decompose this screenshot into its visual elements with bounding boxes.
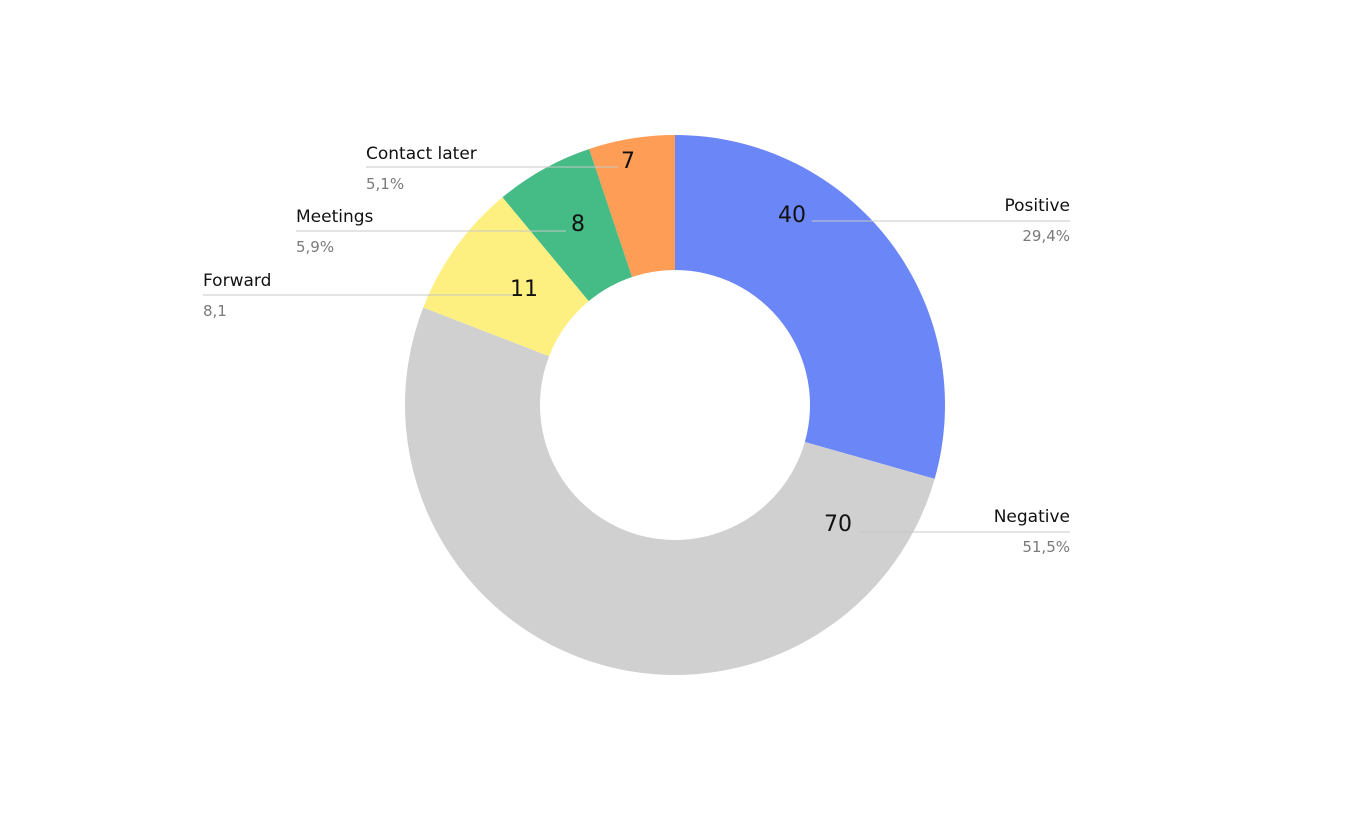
percent-label-negative: 51,5% <box>1022 538 1070 556</box>
percent-label-forward: 8,1 <box>203 302 227 320</box>
value-label-contact-later: 7 <box>621 149 635 174</box>
value-label-negative: 70 <box>824 512 852 537</box>
slice-meetings <box>502 148 633 302</box>
category-label-positive: Positive <box>1004 196 1070 216</box>
category-label-forward: Forward <box>203 271 271 291</box>
value-label-forward: 11 <box>510 277 538 302</box>
category-label-negative: Negative <box>994 507 1070 527</box>
value-label-positive: 40 <box>778 203 806 228</box>
percent-label-meetings: 5,9% <box>296 238 334 256</box>
slice-negative <box>405 307 935 675</box>
slices-layer <box>405 135 945 675</box>
percent-label-contact-later: 5,1% <box>366 175 404 193</box>
slice-contact-later <box>589 135 675 277</box>
slice-forward <box>423 197 589 357</box>
value-label-meetings: 8 <box>571 212 585 237</box>
slice-positive <box>675 135 945 479</box>
category-label-contact-later: Contact later <box>366 144 477 164</box>
labels-layer: Positive 29,4% 40 Negative 51,5% 70 Forward 8,1… <box>203 144 1070 556</box>
percent-label-positive: 29,4% <box>1022 227 1070 245</box>
leader-lines-layer <box>203 166 1070 533</box>
category-label-meetings: Meetings <box>296 207 374 227</box>
